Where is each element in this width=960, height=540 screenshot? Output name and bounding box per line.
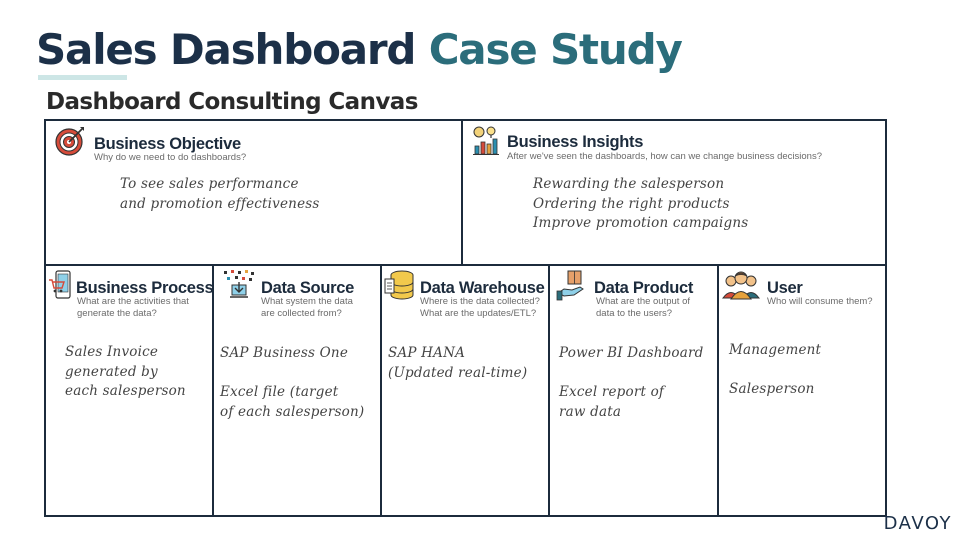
davoy-logo: DAVOY [883,513,952,534]
business-process-question: What are the activities that generate th… [77,296,189,319]
title-part-2: Case Study [428,25,683,74]
business-insights-answer: Rewarding the salesperson Ordering the r… [533,176,749,231]
data-warehouse-answer: SAP HANA (Updated real-time) [388,345,528,381]
data-product-answer: Power BI Dashboard Excel report of raw d… [559,345,704,420]
user-title: User [767,279,803,297]
data-warehouse-title: Data Warehouse [420,279,545,297]
user-answer: Management Salesperson [729,342,822,397]
mobile-cart-icon [48,270,76,300]
business-process-cell: Business Process What are the activities… [44,264,214,517]
data-download-icon [222,269,256,301]
target-icon [54,125,86,157]
business-objective-cell: Business Objective Why do we need to do … [44,119,463,266]
business-process-title: Business Process [76,279,214,297]
business-insights-title: Business Insights [507,133,644,151]
data-source-cell: Data Source What system the data are col… [212,264,382,517]
business-objective-answer: To see sales performance and promotion e… [120,176,320,212]
data-source-question: What system the data are collected from? [261,296,353,319]
data-source-title: Data Source [261,279,354,297]
business-objective-question: Why do we need to do dashboards? [94,152,247,163]
user-cell: User Who will consume them? Management S… [717,264,887,517]
page-subtitle: Dashboard Consulting Canvas [46,89,418,115]
title-part-1: Sales Dashboard [36,25,416,74]
data-warehouse-cell: Data Warehouse Where is the data collect… [380,264,550,517]
data-source-answer: SAP Business One Excel file (target of e… [220,345,365,420]
data-warehouse-question: Where is the data collected? What are th… [420,296,540,319]
users-icon [722,270,760,300]
data-product-cell: Data Product What are the output of data… [548,264,719,517]
business-insights-cell: Business Insights After we've seen the d… [461,119,887,266]
business-objective-title: Business Objective [94,135,241,153]
data-product-title: Data Product [594,279,694,297]
business-process-answer: Sales Invoice generated by each salesper… [65,344,186,399]
page-title: Sales Dashboard Case Study [36,24,683,76]
consulting-canvas: Business Objective Why do we need to do … [44,119,887,517]
database-icon [384,269,416,301]
title-underline [38,75,127,80]
data-product-question: What are the output of data to the users… [596,296,691,319]
hand-box-icon [556,269,588,301]
insights-icon [471,124,501,156]
user-question: Who will consume them? [767,296,873,307]
business-insights-question: After we've seen the dashboards, how can… [507,151,822,162]
